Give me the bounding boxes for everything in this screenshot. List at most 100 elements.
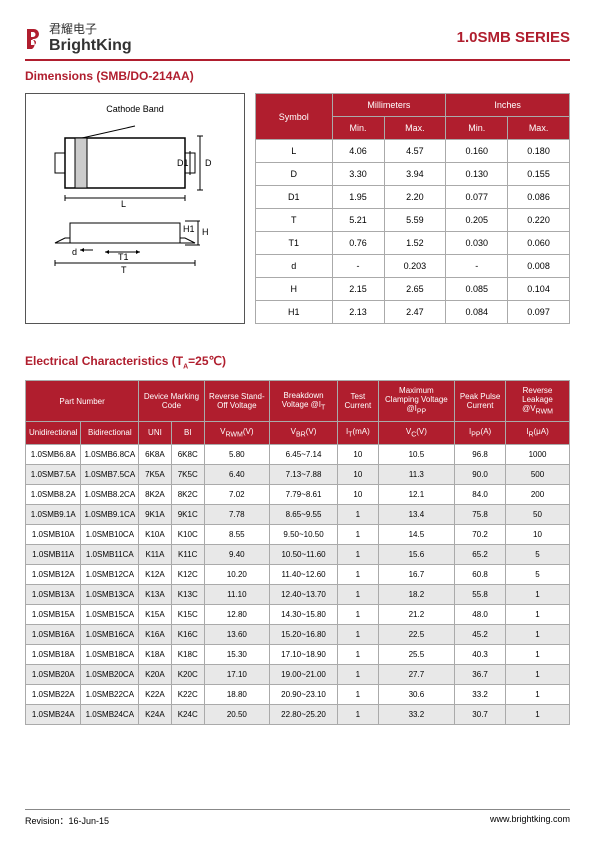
- elec-cell: 7.02: [204, 484, 269, 504]
- elec-cell: 1: [506, 704, 570, 724]
- elec-cell: 10.20: [204, 564, 269, 584]
- dim-cell: 0.130: [446, 163, 508, 186]
- dim-row: D3.303.940.1300.155: [256, 163, 570, 186]
- elec-cell: 1.0SMB16A: [26, 624, 81, 644]
- elec-cell: K10C: [171, 524, 204, 544]
- elec-cell: 1.0SMB16CA: [81, 624, 139, 644]
- elec-cell: 27.7: [378, 664, 455, 684]
- dim-cell: 2.65: [384, 278, 446, 301]
- dim-cell: D: [256, 163, 333, 186]
- elec-cell: 48.0: [455, 604, 506, 624]
- elec-row: 1.0SMB20A1.0SMB20CAK20AK20C17.1019.00~21…: [26, 664, 570, 684]
- elec-cell: 21.2: [378, 604, 455, 624]
- elec-cell: 7K5A: [139, 464, 172, 484]
- elec-cell: 84.0: [455, 484, 506, 504]
- dim-row: T10.761.520.0300.060: [256, 232, 570, 255]
- elec-cell: 20.90~23.10: [269, 684, 337, 704]
- dim-cell: 0.76: [332, 232, 384, 255]
- elec-cell: 1.0SMB24A: [26, 704, 81, 724]
- dim-row: H12.132.470.0840.097: [256, 301, 570, 324]
- elec-cell: 9K1C: [171, 504, 204, 524]
- svg-text:D: D: [205, 158, 212, 168]
- page-header: 君耀电子 BrightKing 1.0SMB SERIES: [25, 20, 570, 61]
- elec-cell: 1: [338, 604, 378, 624]
- dimensions-table: Symbol Millimeters Inches Min. Max. Min.…: [255, 93, 570, 324]
- elec-cell: 7K5C: [171, 464, 204, 484]
- eth-bi-s: BI: [171, 421, 204, 444]
- elec-cell: K24C: [171, 704, 204, 724]
- elec-cell: 1.0SMB8.2CA: [81, 484, 139, 504]
- elec-cell: 16.7: [378, 564, 455, 584]
- eth-standoff: Reverse Stand-Off Voltage: [204, 381, 269, 422]
- svg-text:T: T: [121, 265, 127, 275]
- eth-it: IT(mA): [338, 421, 378, 444]
- elec-cell: 12.40~13.70: [269, 584, 337, 604]
- eth-ir: IR(μA): [506, 421, 570, 444]
- elec-cell: 1: [338, 584, 378, 604]
- elec-cell: 11.3: [378, 464, 455, 484]
- svg-text:T1: T1: [118, 252, 129, 262]
- elec-cell: 1: [506, 684, 570, 704]
- dim-cell: 0.008: [508, 255, 570, 278]
- elec-cell: 33.2: [378, 704, 455, 724]
- elec-cell: 65.2: [455, 544, 506, 564]
- elec-cell: 6.45~7.14: [269, 444, 337, 464]
- elec-cell: 9.50~10.50: [269, 524, 337, 544]
- dim-cell: H: [256, 278, 333, 301]
- elec-cell: 7.79~8.61: [269, 484, 337, 504]
- eth-vbr: VBR(V): [269, 421, 337, 444]
- dim-th-in: Inches: [446, 94, 570, 117]
- dim-row: H2.152.650.0850.104: [256, 278, 570, 301]
- dim-cell: 0.060: [508, 232, 570, 255]
- dim-cell: 2.15: [332, 278, 384, 301]
- elec-cell: K12A: [139, 564, 172, 584]
- elec-cell: 1.0SMB11CA: [81, 544, 139, 564]
- dim-cell: L: [256, 140, 333, 163]
- dim-cell: 0.220: [508, 209, 570, 232]
- elec-cell: 11.40~12.60: [269, 564, 337, 584]
- elec-cell: K13C: [171, 584, 204, 604]
- elec-cell: 12.80: [204, 604, 269, 624]
- dim-th-in-max: Max.: [508, 117, 570, 140]
- elec-cell: 12.1: [378, 484, 455, 504]
- elec-cell: 1.0SMB18A: [26, 644, 81, 664]
- dim-cell: 0.077: [446, 186, 508, 209]
- elec-cell: 1.0SMB8.2A: [26, 484, 81, 504]
- eth-uni: Unidirectional: [26, 421, 81, 444]
- elec-cell: K18A: [139, 644, 172, 664]
- elec-cell: 10.5: [378, 444, 455, 464]
- elec-cell: 75.8: [455, 504, 506, 524]
- elec-cell: K10A: [139, 524, 172, 544]
- dim-cell: d: [256, 255, 333, 278]
- dim-cell: 0.084: [446, 301, 508, 324]
- elec-cell: 9K1A: [139, 504, 172, 524]
- elec-cell: 1.0SMB13A: [26, 584, 81, 604]
- elec-cell: 10: [506, 524, 570, 544]
- elec-cell: K13A: [139, 584, 172, 604]
- elec-row: 1.0SMB9.1A1.0SMB9.1CA9K1A9K1C7.788.65~9.…: [26, 504, 570, 524]
- elec-cell: 5.80: [204, 444, 269, 464]
- eth-vc: VC(V): [378, 421, 455, 444]
- dim-cell: 0.085: [446, 278, 508, 301]
- elec-cell: K12C: [171, 564, 204, 584]
- elec-cell: K15A: [139, 604, 172, 624]
- revision-text: Revision：16-Jun-15: [25, 814, 109, 827]
- elec-cell: 18.80: [204, 684, 269, 704]
- elec-cell: 7.13~7.88: [269, 464, 337, 484]
- dim-cell: 1.95: [332, 186, 384, 209]
- elec-cell: K20C: [171, 664, 204, 684]
- eth-bi: Bidirectional: [81, 421, 139, 444]
- elec-cell: K15C: [171, 604, 204, 624]
- top-view-diagram: D D1 L: [35, 118, 235, 208]
- elec-row: 1.0SMB8.2A1.0SMB8.2CA8K2A8K2C7.027.79~8.…: [26, 484, 570, 504]
- dimensions-section: Cathode Band D D1 L H H1: [25, 93, 570, 324]
- elec-cell: 96.8: [455, 444, 506, 464]
- elec-cell: 1.0SMB20A: [26, 664, 81, 684]
- elec-cell: 1: [338, 624, 378, 644]
- elec-cell: 1.0SMB20CA: [81, 664, 139, 684]
- elec-cell: 15.20~16.80: [269, 624, 337, 644]
- elec-cell: 1: [506, 604, 570, 624]
- logo: 君耀电子 BrightKing: [25, 20, 132, 55]
- elec-cell: 8K2A: [139, 484, 172, 504]
- eth-part: Part Number: [26, 381, 139, 422]
